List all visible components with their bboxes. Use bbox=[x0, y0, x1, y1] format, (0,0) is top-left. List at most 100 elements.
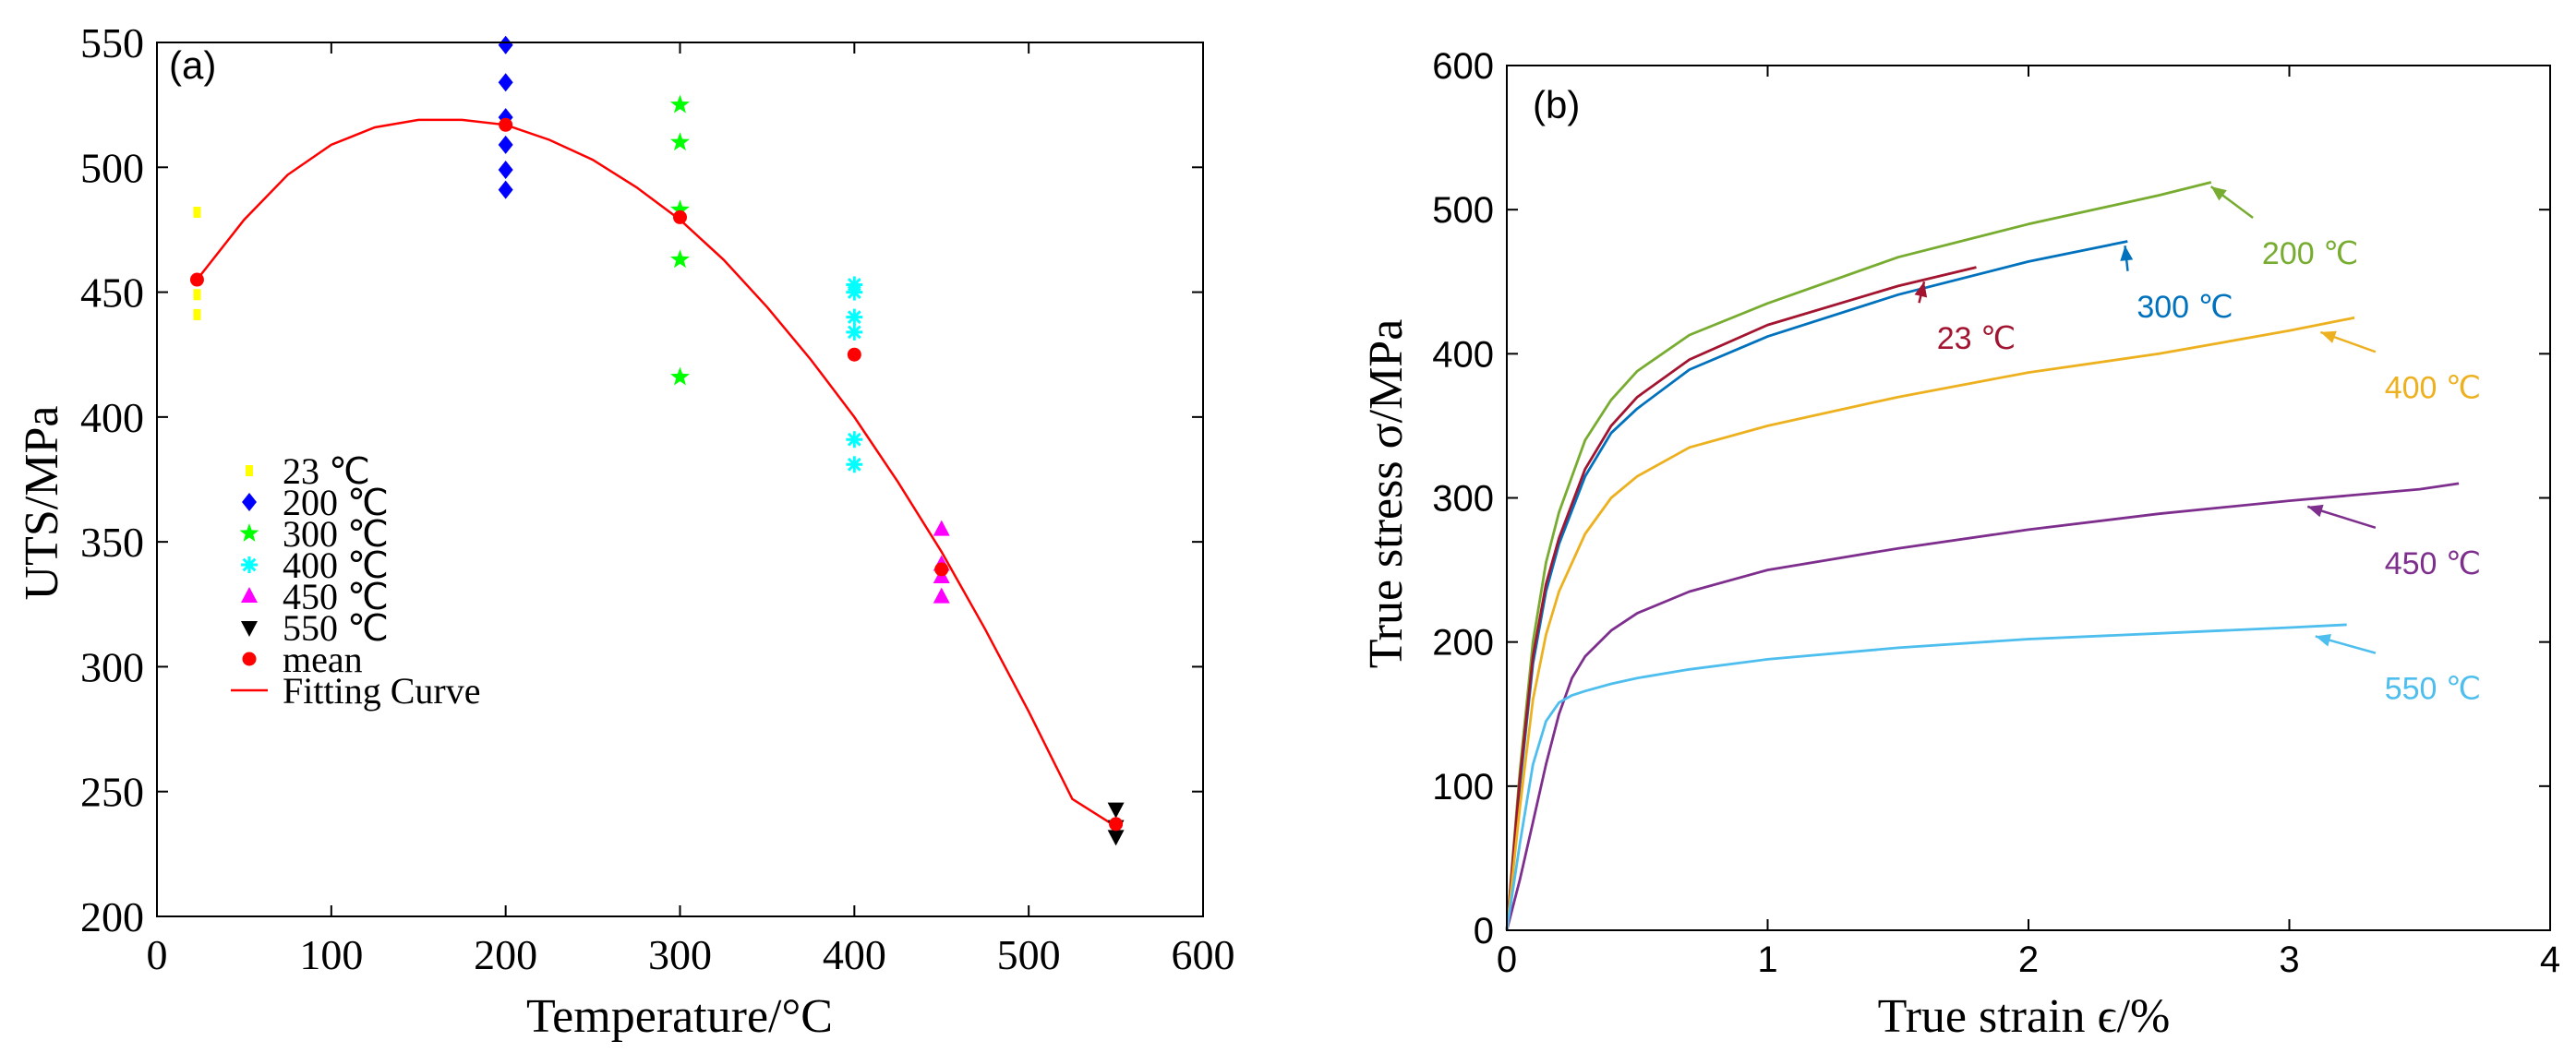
a-ytick-label: 250 bbox=[80, 769, 144, 816]
annotation-label: 400 ℃ bbox=[2385, 370, 2481, 405]
fitting-curve-line bbox=[196, 118, 1117, 828]
legend-label: mean bbox=[283, 639, 363, 680]
point-circle bbox=[189, 272, 204, 287]
b-xtick-label: 0 bbox=[1497, 939, 1517, 980]
panel-a-x-axis-label: Temperature/°C bbox=[526, 990, 833, 1043]
stress-strain-curve bbox=[1505, 266, 1977, 931]
b-ytick-label: 600 bbox=[1432, 46, 1494, 87]
point-asterisk bbox=[846, 323, 863, 341]
a-ytick-label: 550 bbox=[80, 19, 144, 66]
annotation-label: 300 ℃ bbox=[2137, 290, 2233, 325]
legend-marker-diamond bbox=[242, 493, 257, 511]
panel-a-y-axis-label: UTS/MPa bbox=[16, 406, 68, 601]
annotation-arrow-head bbox=[2307, 504, 2324, 518]
point-point bbox=[193, 206, 201, 218]
legend-marker-asterisk bbox=[241, 556, 258, 573]
panel-b-x-axis-label: True strain ϵ/% bbox=[1878, 990, 2171, 1043]
b-xtick-label: 4 bbox=[2540, 939, 2560, 980]
a-xtick-label: 500 bbox=[997, 931, 1061, 978]
legend-marker-point bbox=[246, 465, 253, 476]
legend-marker-star bbox=[239, 523, 259, 542]
b-ytick-label: 0 bbox=[1474, 911, 1494, 951]
point-asterisk-stroke bbox=[847, 310, 861, 325]
point-asterisk-stroke bbox=[847, 457, 861, 472]
point-diamond bbox=[498, 73, 513, 92]
b-xtick-label: 1 bbox=[1757, 939, 1777, 980]
b-ytick-label: 400 bbox=[1432, 334, 1494, 375]
b-xtick-label: 3 bbox=[2279, 939, 2299, 980]
annotation-label: 550 ℃ bbox=[2385, 672, 2481, 707]
annotation-arrow-head bbox=[2120, 245, 2134, 261]
stress-strain-curve bbox=[1505, 181, 2212, 931]
point-circle bbox=[1109, 817, 1124, 832]
a-ytick-label: 500 bbox=[80, 144, 144, 191]
point-diamond bbox=[498, 108, 513, 127]
legend-label: 550 ℃ bbox=[283, 607, 389, 649]
point-triangle-down bbox=[1107, 802, 1125, 819]
stress-strain-curve bbox=[1505, 316, 2355, 931]
point-diamond bbox=[498, 35, 513, 54]
panel-b-lines-layer bbox=[1505, 181, 2460, 931]
panel-a-ticks: 0 100 200 300 400 500 600 200 250 300 350 400 450 500… bbox=[80, 19, 1235, 978]
stress-strain-curve bbox=[1505, 240, 2128, 931]
point-circle bbox=[499, 117, 513, 132]
point-point bbox=[193, 308, 201, 320]
annotation-label: 200 ℃ bbox=[2262, 236, 2358, 271]
legend-label: 200 ℃ bbox=[283, 482, 389, 523]
point-diamond bbox=[498, 160, 513, 179]
annotation-arrow-head bbox=[2210, 186, 2227, 201]
point-asterisk bbox=[846, 456, 863, 473]
a-xtick-label: 200 bbox=[474, 931, 537, 978]
legend-marker-asterisk-stroke bbox=[242, 557, 257, 572]
a-ytick-label: 450 bbox=[80, 269, 144, 317]
a-xtick-label: 600 bbox=[1172, 931, 1235, 978]
point-asterisk-stroke bbox=[847, 285, 861, 299]
a-ytick-label: 300 bbox=[80, 643, 144, 690]
stress-strain-curve bbox=[1505, 482, 2460, 931]
legend-label: 300 ℃ bbox=[283, 513, 389, 555]
legend-marker-circle bbox=[242, 652, 257, 666]
a-ytick-label: 400 bbox=[80, 394, 144, 441]
annotation-arrow-head bbox=[1914, 281, 1928, 298]
point-diamond bbox=[498, 180, 513, 199]
point-circle bbox=[934, 562, 949, 577]
b-ytick-label: 200 bbox=[1432, 623, 1494, 664]
point-star bbox=[670, 199, 690, 219]
point-circle bbox=[847, 347, 861, 362]
point-asterisk bbox=[846, 308, 863, 326]
panel-a-fit-curve-layer bbox=[196, 118, 1117, 828]
panel-a-plot-frame bbox=[156, 42, 1204, 917]
legend-marker-triangle-up bbox=[241, 587, 258, 603]
panel-a-uts-vs-temperature: (a) Temperature/°C UTS/MPa 0 100 200 300 400… bbox=[16, 19, 1235, 1043]
annotation-label: 450 ℃ bbox=[2385, 546, 2481, 581]
b-xtick-label: 2 bbox=[2018, 939, 2039, 980]
panel-a-points-layer bbox=[189, 35, 1125, 846]
b-ytick-label: 100 bbox=[1432, 767, 1494, 808]
legend-marker-triangle-down bbox=[241, 621, 258, 637]
point-star bbox=[670, 94, 690, 114]
point-point bbox=[193, 289, 201, 301]
point-asterisk-stroke bbox=[847, 325, 861, 340]
point-triangle-up bbox=[933, 520, 950, 536]
legend-label: 450 ℃ bbox=[283, 576, 389, 617]
point-triangle-down bbox=[1107, 830, 1125, 846]
legend-label: 400 ℃ bbox=[283, 544, 389, 586]
point-star bbox=[670, 366, 690, 386]
a-xtick-label: 100 bbox=[299, 931, 363, 978]
point-asterisk-stroke bbox=[847, 432, 861, 447]
b-ytick-label: 300 bbox=[1432, 479, 1494, 520]
a-ytick-label: 200 bbox=[80, 893, 144, 940]
panel-b-y-axis-label: True stress σ/MPa bbox=[1360, 319, 1413, 669]
legend-label-fit: Fitting Curve bbox=[283, 670, 480, 712]
b-ytick-label: 500 bbox=[1432, 190, 1494, 231]
panel-b-plot-frame bbox=[1506, 65, 2551, 931]
annotation-label: 23 ℃ bbox=[1937, 321, 2016, 356]
point-asterisk bbox=[846, 283, 863, 301]
point-diamond bbox=[498, 135, 513, 154]
point-asterisk bbox=[846, 431, 863, 449]
a-xtick-label: 300 bbox=[648, 931, 712, 978]
a-ytick-label: 350 bbox=[80, 519, 144, 566]
point-star bbox=[670, 132, 690, 151]
legend-label: 23 ℃ bbox=[283, 450, 370, 492]
